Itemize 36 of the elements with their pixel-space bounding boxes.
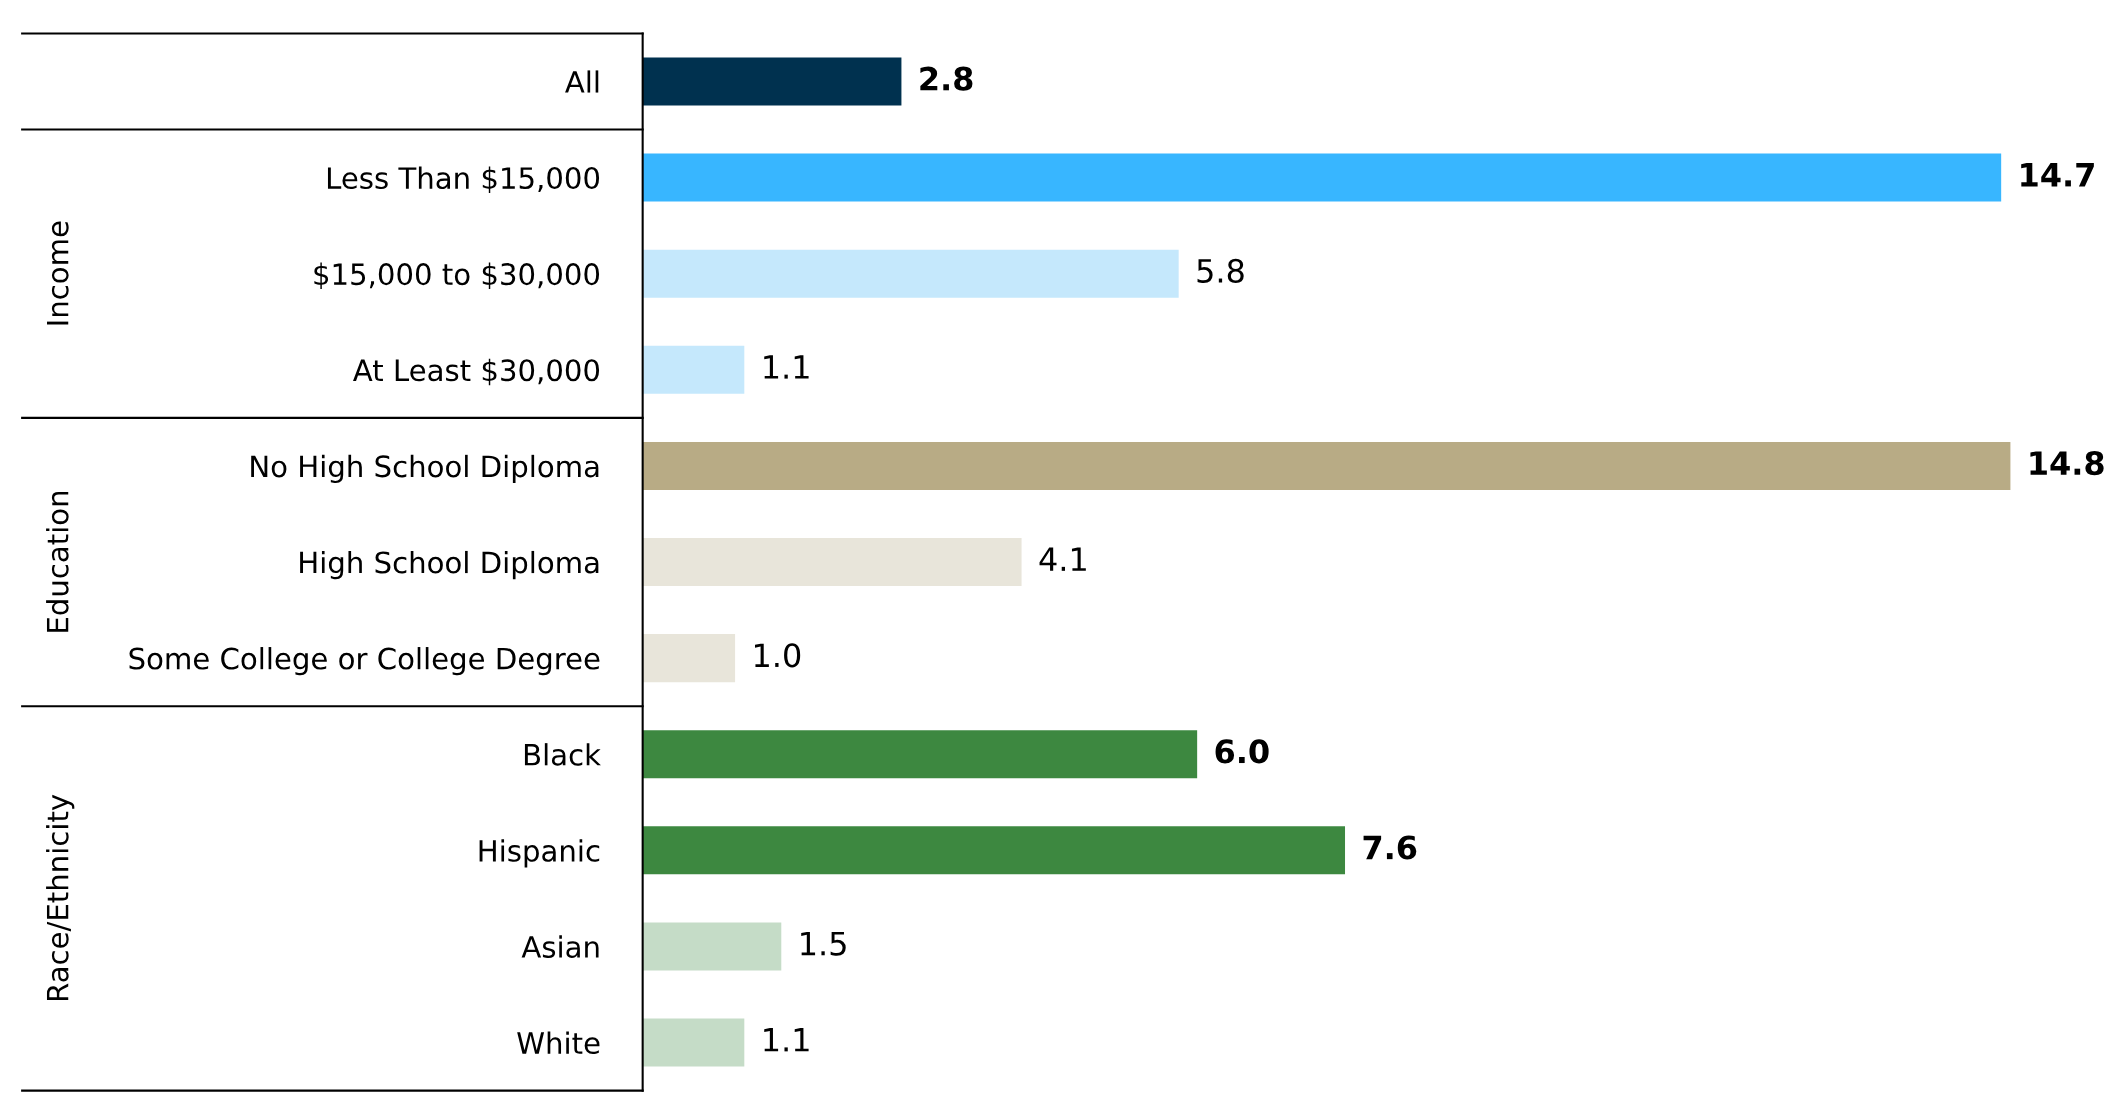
text: Race/Ethnicity — [46, 794, 75, 1001]
data-label: 1.1 — [764, 355, 809, 379]
bar — [642, 634, 736, 683]
data-label: 7.6 — [1363, 835, 1417, 860]
data-label: 1.5 — [801, 931, 846, 956]
y-tick-label: $15,000 to $30,000 — [314, 262, 600, 290]
data-label: 2.8 — [920, 66, 973, 91]
y-tick-label: At Least $30,000 — [353, 358, 600, 386]
bar — [642, 730, 1198, 779]
y-tick-label: White — [517, 1031, 600, 1055]
data-label: 14.7 — [2021, 163, 2094, 187]
bar — [642, 345, 745, 394]
y-tick-label: Asian — [521, 935, 599, 958]
bar — [642, 922, 782, 971]
bar — [642, 537, 1022, 587]
text: Education — [46, 491, 69, 632]
bar — [642, 826, 1346, 875]
y-tick-label: High School Diploma — [300, 550, 599, 580]
bar — [642, 153, 2002, 202]
y-tick-label: Some College or College Degree — [129, 647, 600, 676]
y-tick-label: All — [565, 70, 599, 93]
data-label: 5.8 — [1197, 258, 1244, 283]
bar — [642, 1018, 745, 1067]
data-label: 1.0 — [755, 643, 801, 668]
bar — [642, 57, 902, 106]
y-tick-label: No High School Diploma — [251, 454, 599, 484]
y-tick-label: Hispanic — [479, 839, 600, 868]
text: Income — [46, 221, 69, 325]
y-tick-label: Black — [524, 743, 601, 766]
data-label: 6.0 — [1215, 739, 1269, 764]
bar — [642, 249, 1179, 298]
y-tick-label: Less Than $15,000 — [327, 166, 600, 193]
data-label: 14.8 — [2030, 451, 2104, 476]
data-label: 4.1 — [1039, 547, 1086, 571]
data-label: 1.1 — [764, 1028, 809, 1052]
bar — [642, 441, 2011, 490]
